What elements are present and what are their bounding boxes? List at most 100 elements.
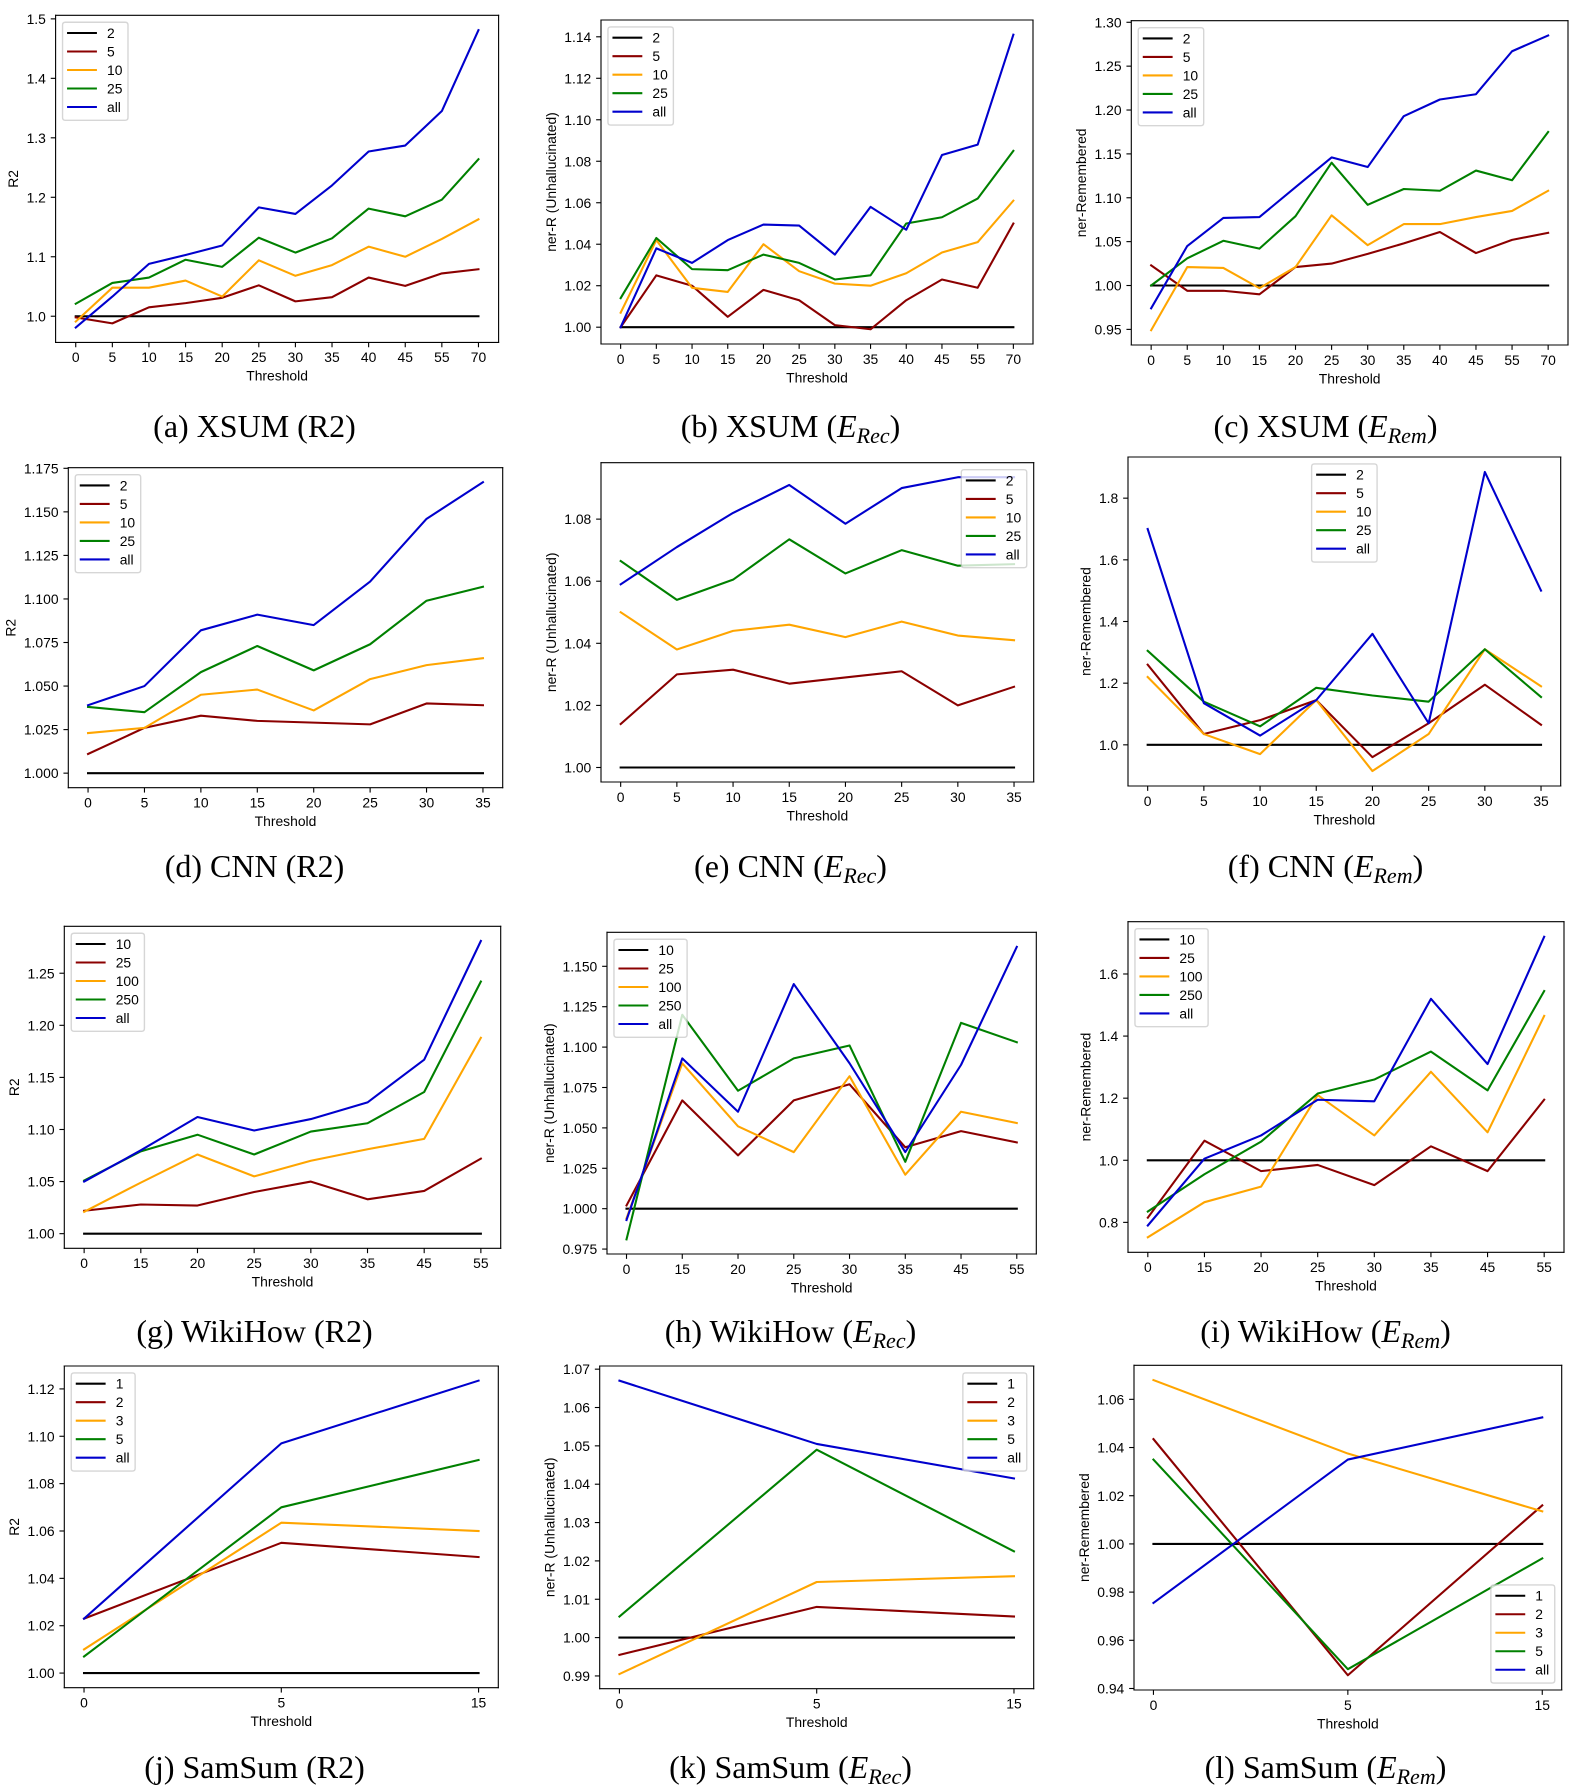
- svg-text:5: 5: [141, 794, 149, 810]
- svg-text:10: 10: [1006, 509, 1022, 525]
- svg-text:1.03: 1.03: [563, 1515, 590, 1531]
- svg-text:5: 5: [108, 349, 116, 365]
- svg-text:Threshold: Threshold: [786, 1714, 848, 1730]
- svg-text:20: 20: [190, 1255, 206, 1271]
- svg-text:45: 45: [934, 351, 950, 367]
- svg-text:ner-Remembered: ner-Remembered: [1076, 1473, 1092, 1582]
- svg-text:15: 15: [720, 351, 736, 367]
- svg-text:30: 30: [1477, 793, 1493, 809]
- svg-text:10: 10: [658, 942, 674, 958]
- svg-text:5: 5: [1183, 352, 1191, 368]
- svg-text:250: 250: [1179, 987, 1202, 1003]
- svg-text:35: 35: [863, 351, 879, 367]
- svg-text:15: 15: [250, 794, 266, 810]
- svg-text:1.1: 1.1: [27, 249, 47, 265]
- svg-text:15: 15: [1252, 352, 1268, 368]
- svg-text:all: all: [116, 1450, 130, 1466]
- svg-text:1.01: 1.01: [563, 1591, 590, 1607]
- svg-text:ner-Remembered: ner-Remembered: [1073, 128, 1089, 237]
- svg-text:5: 5: [813, 1695, 821, 1711]
- svg-text:1.5: 1.5: [27, 11, 47, 27]
- svg-text:1.20: 1.20: [1095, 102, 1122, 118]
- svg-text:35: 35: [1533, 793, 1549, 809]
- svg-text:1.15: 1.15: [1095, 146, 1122, 162]
- svg-text:250: 250: [658, 997, 681, 1013]
- svg-text:30: 30: [419, 794, 435, 810]
- svg-text:1.125: 1.125: [24, 547, 59, 563]
- svg-text:0: 0: [72, 349, 80, 365]
- svg-text:0: 0: [80, 1694, 88, 1710]
- svg-text:1.08: 1.08: [564, 153, 591, 169]
- svg-text:2: 2: [652, 30, 660, 46]
- svg-text:5: 5: [652, 351, 660, 367]
- svg-text:all: all: [1535, 1662, 1549, 1678]
- svg-text:55: 55: [473, 1255, 489, 1271]
- svg-text:all: all: [107, 99, 121, 115]
- svg-text:1: 1: [1007, 1376, 1015, 1392]
- svg-text:20: 20: [214, 349, 230, 365]
- svg-text:1.25: 1.25: [1095, 58, 1122, 74]
- svg-text:1.100: 1.100: [563, 1039, 598, 1055]
- svg-text:25: 25: [1421, 793, 1437, 809]
- svg-text:0: 0: [617, 789, 625, 805]
- svg-text:Threshold: Threshold: [1317, 1715, 1379, 1731]
- svg-text:all: all: [652, 104, 666, 120]
- svg-text:5: 5: [1356, 485, 1364, 501]
- svg-text:1.04: 1.04: [563, 1476, 590, 1492]
- svg-text:5: 5: [1535, 1643, 1543, 1659]
- svg-text:55: 55: [1536, 1259, 1552, 1275]
- svg-text:1.02: 1.02: [28, 1618, 55, 1634]
- svg-text:0.95: 0.95: [1095, 321, 1122, 337]
- svg-text:1.050: 1.050: [563, 1120, 598, 1136]
- svg-text:ner-R (Unhallucinated): ner-R (Unhallucinated): [543, 553, 559, 693]
- svg-text:1.02: 1.02: [563, 1553, 590, 1569]
- svg-text:all: all: [1356, 541, 1370, 557]
- svg-text:5: 5: [277, 1694, 285, 1710]
- svg-text:25: 25: [1179, 950, 1195, 966]
- svg-text:55: 55: [1009, 1261, 1025, 1277]
- svg-text:35: 35: [324, 349, 340, 365]
- svg-text:2: 2: [1535, 1606, 1543, 1622]
- svg-text:2: 2: [1006, 472, 1014, 488]
- svg-text:5: 5: [1200, 793, 1208, 809]
- svg-text:R2: R2: [6, 1518, 22, 1536]
- svg-text:25: 25: [251, 349, 267, 365]
- svg-text:2: 2: [107, 25, 115, 41]
- svg-text:45: 45: [953, 1261, 969, 1277]
- svg-text:Threshold: Threshold: [250, 1713, 312, 1729]
- svg-text:0: 0: [1150, 1697, 1158, 1713]
- svg-text:1.30: 1.30: [1095, 14, 1122, 30]
- svg-text:all: all: [1183, 104, 1197, 120]
- svg-text:40: 40: [899, 351, 915, 367]
- svg-text:2: 2: [116, 1394, 124, 1410]
- svg-text:1.04: 1.04: [28, 1570, 55, 1586]
- svg-text:20: 20: [1253, 1259, 1269, 1275]
- svg-text:1.8: 1.8: [1099, 490, 1119, 506]
- svg-text:70: 70: [1540, 352, 1556, 368]
- svg-text:30: 30: [1360, 352, 1376, 368]
- svg-text:1.05: 1.05: [1095, 234, 1122, 250]
- svg-text:45: 45: [1468, 352, 1484, 368]
- svg-text:35: 35: [1006, 789, 1022, 805]
- svg-text:1.06: 1.06: [28, 1523, 55, 1539]
- svg-text:100: 100: [1179, 968, 1202, 984]
- svg-text:30: 30: [288, 349, 304, 365]
- svg-text:1.02: 1.02: [1097, 1488, 1124, 1504]
- svg-text:45: 45: [416, 1255, 432, 1271]
- svg-text:1.00: 1.00: [564, 319, 591, 335]
- svg-text:1.08: 1.08: [28, 1476, 55, 1492]
- svg-text:Threshold: Threshold: [252, 1274, 314, 1290]
- svg-text:1.10: 1.10: [564, 112, 591, 128]
- svg-text:3: 3: [116, 1413, 124, 1429]
- svg-text:1.12: 1.12: [564, 70, 591, 86]
- svg-text:1.06: 1.06: [563, 1400, 590, 1416]
- svg-text:2: 2: [1007, 1394, 1015, 1410]
- svg-text:1.02: 1.02: [564, 697, 591, 713]
- svg-text:1.10: 1.10: [28, 1122, 55, 1138]
- svg-text:10: 10: [1216, 352, 1232, 368]
- svg-text:1.4: 1.4: [1099, 614, 1119, 630]
- svg-text:R2: R2: [6, 1078, 22, 1096]
- svg-text:ner-Remembered: ner-Remembered: [1078, 1033, 1094, 1142]
- svg-text:20: 20: [306, 794, 322, 810]
- svg-text:all: all: [1007, 1450, 1021, 1466]
